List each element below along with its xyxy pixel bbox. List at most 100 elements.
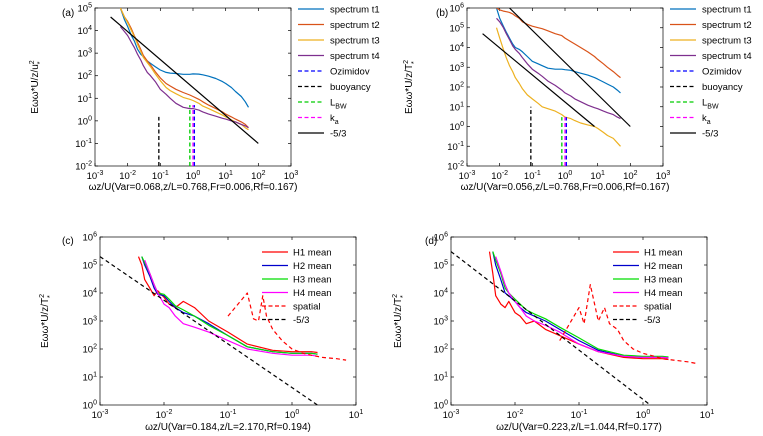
y-tick-label-a: 10-2 bbox=[75, 161, 92, 173]
legend-label-a: -5/3 bbox=[330, 129, 346, 140]
x-tick-label-a: 101 bbox=[218, 170, 233, 182]
series-group-c bbox=[100, 256, 347, 405]
legend-label-a: spectrum t1 bbox=[330, 5, 380, 16]
series-line-h1-mean-d bbox=[488, 251, 669, 361]
x-tick-label-d: 10-1 bbox=[571, 409, 588, 421]
series-line-spectrum-t3-a bbox=[119, 8, 249, 131]
legend-label-d: H1 mean bbox=[644, 248, 683, 259]
legend-label-c: H1 mean bbox=[293, 248, 332, 259]
y-tick-label-b: 105 bbox=[450, 22, 465, 34]
series-line-h2-mean-c bbox=[141, 256, 318, 355]
legend-label-d: spatial bbox=[644, 302, 671, 313]
axis-ticks-c: 10-3 10-2 10-1 100 101 100 101 102 103 104 105 106 bbox=[83, 232, 364, 422]
x-tick-label-a: 10-2 bbox=[119, 170, 136, 182]
x-tick-label-d: 101 bbox=[700, 409, 715, 421]
y-tick-label-b: 10-1 bbox=[447, 141, 464, 153]
axis-ticks-d: 10-3 10-2 10-1 100 101 100 101 102 103 104 105 106 bbox=[434, 232, 715, 422]
panel-c: (c) ωz/U(Var=0.184,z/L=2.170,Rf=0.194) E… bbox=[39, 232, 363, 434]
panel-a: (a) ωz/U(Var=0.068,z/L=0.768,Fr=0.006,Rf… bbox=[29, 3, 380, 194]
x-tick-label-b: 10-2 bbox=[491, 170, 508, 182]
y-tick-label-d: 100 bbox=[434, 400, 449, 412]
x-axis-label-d: ωz/U(Var=0.223,z/L=1.044,Rf=0.177) bbox=[496, 422, 662, 433]
series-group-d bbox=[451, 251, 698, 405]
series-group-a bbox=[110, 8, 259, 166]
y-tick-label-b: 10-2 bbox=[447, 161, 464, 173]
legend-label-d: H3 mean bbox=[644, 275, 683, 286]
legend-label-a: ka bbox=[330, 113, 339, 126]
legend-label-c: H2 mean bbox=[293, 261, 332, 272]
x-axis-label-a: ωz/U(Var=0.068,z/L=0.768,Fr=0.006,Rf=0.1… bbox=[89, 182, 298, 193]
x-tick-label-c: 10-2 bbox=[156, 409, 173, 421]
series-line-h4-mean-d bbox=[495, 256, 669, 359]
panel-label-d: (d) bbox=[425, 236, 437, 247]
legend-label-b: -5/3 bbox=[702, 129, 718, 140]
x-tick-label-d: 10-2 bbox=[507, 409, 524, 421]
y-tick-label-b: 102 bbox=[450, 82, 465, 94]
axis-ticks-a: 10-3 10-2 10-1 100 101 102 10310-210-110010110… bbox=[75, 3, 298, 183]
legend-label-c: spatial bbox=[293, 302, 320, 313]
panel-b: (b) ωz/U(Var=0.056,z/L=0.768,Fr=0.006,Rf… bbox=[403, 3, 752, 194]
x-tick-label-b: 102 bbox=[623, 170, 638, 182]
series-line-spectrum-t4-a bbox=[119, 26, 249, 129]
legend-label-b: ka bbox=[702, 113, 711, 126]
y-tick-label-c: 104 bbox=[83, 288, 98, 300]
y-tick-label-b: 103 bbox=[450, 62, 465, 74]
y-tick-label-c: 105 bbox=[83, 260, 98, 272]
series-line-h3-mean-c bbox=[141, 256, 318, 355]
legend-label-b: spectrum t4 bbox=[702, 51, 752, 62]
series-line-spectrum-t4-b bbox=[496, 17, 621, 120]
y-tick-label-c: 100 bbox=[83, 400, 98, 412]
legend-label-b: spectrum t1 bbox=[702, 5, 752, 16]
y-tick-label-b: 104 bbox=[450, 42, 465, 54]
legend-label-c: -5/3 bbox=[293, 315, 309, 326]
x-axis-label-c: ωz/U(Var=0.184,z/L=2.170,Rf=0.194) bbox=[145, 422, 311, 433]
y-tick-label-a: 10-1 bbox=[75, 138, 92, 150]
y-axis-label-d: Eωω*U/z/T2* bbox=[392, 294, 407, 348]
x-tick-label-b: 10-3 bbox=[459, 170, 476, 182]
series-group-b bbox=[482, 8, 631, 166]
legend-label-b: Ozimidov bbox=[702, 67, 742, 78]
y-tick-label-c: 103 bbox=[83, 316, 98, 328]
series-line-5-3-lower-b bbox=[482, 33, 595, 127]
legend-label-a: spectrum t2 bbox=[330, 20, 380, 31]
y-tick-label-a: 104 bbox=[78, 25, 93, 37]
y-tick-label-d: 106 bbox=[434, 232, 449, 244]
panel-label-c: (c) bbox=[62, 236, 74, 247]
legend-label-c: H3 mean bbox=[293, 275, 332, 286]
x-tick-label-b: 101 bbox=[590, 170, 605, 182]
series-line-5-3-a bbox=[110, 16, 259, 144]
legend-c: H1 mean H2 mean H3 mean H4 mean spatial -5/3 bbox=[262, 248, 332, 326]
legend-label-b: spectrum t3 bbox=[702, 36, 752, 47]
series-line-5-3-c bbox=[100, 256, 318, 405]
legend-label-c: H4 mean bbox=[293, 288, 332, 299]
x-tick-label-a: 100 bbox=[186, 170, 201, 182]
y-tick-label-d: 101 bbox=[434, 372, 449, 384]
y-tick-label-a: 105 bbox=[78, 3, 93, 15]
x-tick-label-a: 10-1 bbox=[152, 170, 169, 182]
series-line-spatial-c bbox=[227, 292, 347, 361]
x-tick-label-d: 10-3 bbox=[443, 409, 460, 421]
y-tick-label-a: 101 bbox=[78, 93, 93, 105]
x-tick-label-a: 103 bbox=[284, 170, 299, 182]
y-tick-label-a: 100 bbox=[78, 115, 93, 127]
legend-d: H1 mean H2 mean H3 mean H4 mean spatial -5/3 bbox=[613, 248, 683, 326]
series-line-h4-mean-c bbox=[144, 259, 318, 357]
legend-label-b: buoyancy bbox=[702, 82, 743, 93]
y-tick-label-c: 102 bbox=[83, 344, 98, 356]
legend-label-d: H4 mean bbox=[644, 288, 683, 299]
series-line-spectrum-t2-a bbox=[119, 8, 249, 129]
legend-label-a: spectrum t4 bbox=[330, 51, 380, 62]
y-tick-label-b: 101 bbox=[450, 101, 465, 113]
legend-label-b: spectrum t2 bbox=[702, 20, 752, 31]
series-line-5-3-upper-b bbox=[509, 8, 631, 127]
legend-label-a: spectrum t3 bbox=[330, 36, 380, 47]
series-line-spectrum-t3-b bbox=[495, 27, 621, 147]
y-tick-label-d: 103 bbox=[434, 316, 449, 328]
series-line-spectrum-t2-b bbox=[496, 8, 621, 79]
series-line-h1-mean-c bbox=[137, 256, 318, 354]
legend-label-d: H2 mean bbox=[644, 261, 683, 272]
x-tick-label-c: 10-1 bbox=[220, 409, 237, 421]
legend-label-a: Ozimidov bbox=[330, 67, 370, 78]
x-tick-label-a: 10-3 bbox=[87, 170, 104, 182]
